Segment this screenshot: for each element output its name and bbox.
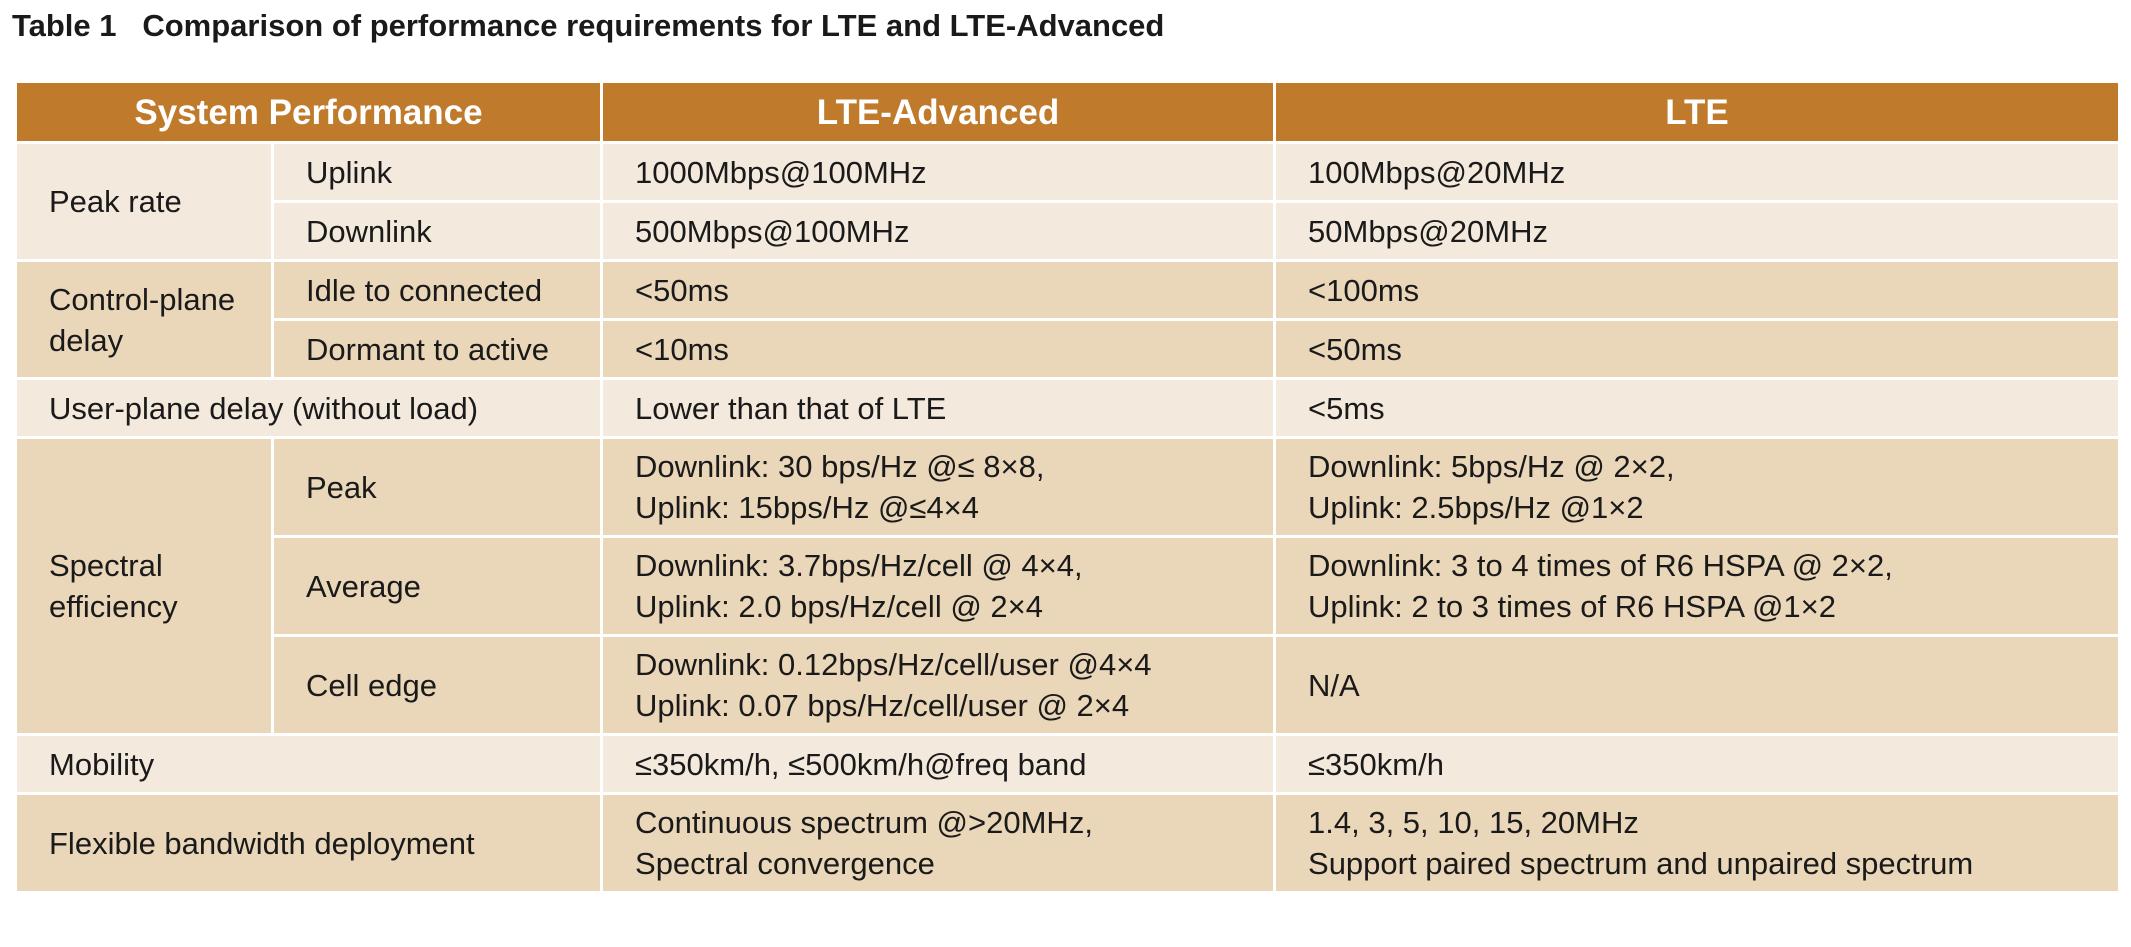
comparison-table: System Performance LTE-Advanced LTE Peak… (13, 80, 2122, 894)
cell-line: Downlink: 3.7bps/Hz/cell @ 4×4, (635, 548, 1083, 583)
cell: <50ms (600, 259, 1277, 321)
cell-line: 50Mbps@20MHz (1308, 213, 1548, 249)
table-row: Downlink 500Mbps@100MHz 50Mbps@20MHz (16, 200, 2122, 262)
table-row: User-plane delay (without load) Lower tha… (13, 377, 2122, 439)
cell: Downlink: 5bps/Hz @ 2×2, Uplink: 2.5bps/H… (1273, 436, 2122, 538)
cell-line: 100Mbps@20MHz (1308, 154, 1566, 190)
cell: Downlink: 3 to 4 times of R6 HSPA @ 2×2,… (1273, 535, 2122, 637)
table-row: Control-plane delay Idle to connected <50m… (14, 259, 2122, 380)
cell-line: 500Mbps@100MHz (635, 213, 910, 249)
group-cell: Peak rate (14, 141, 274, 262)
cell-line: Uplink: 15bps/Hz @≤4×4 (635, 490, 980, 525)
cell: N/A (1273, 634, 2122, 736)
sub-cell: Average (270, 535, 604, 637)
cell: 100Mbps@20MHz (1273, 141, 2122, 203)
sub-cell: Uplink (270, 141, 604, 203)
cell-line: Lower than that of LTE (635, 390, 947, 426)
cell-line: ≤350km/h (1308, 746, 1444, 782)
cell-line: Uplink: 2 to 3 times of R6 HSPA @1×2 (1308, 589, 1837, 624)
cell-line: <100ms (1308, 272, 1420, 308)
sub-cell: Idle to connected (270, 259, 604, 321)
table-row: Peak rate Uplink 1000Mbps@100MHz 100Mbps@20… (14, 141, 2122, 262)
table-row: Spectral efficiency Peak Downlink: 30 bps/… (14, 436, 2122, 736)
table-row: Mobility ≤350km/h, ≤500km/h@freq band ≤350… (13, 733, 2122, 795)
cell-line: Support paired spectrum and unpaired spe… (1308, 846, 1974, 881)
group-cell: Control-plane delay (14, 259, 274, 380)
group-cell: Mobility (13, 733, 604, 795)
sub-cell: Dormant to active (270, 318, 604, 380)
table-body: Peak rate Uplink 1000Mbps@100MHz 100Mbps@20… (13, 141, 2122, 894)
group-cell: Spectral efficiency (14, 436, 274, 736)
cell: 50Mbps@20MHz (1273, 200, 2122, 262)
cell-line: Downlink: 3 to 4 times of R6 HSPA @ 2×2, (1308, 548, 1893, 583)
cell-line: Uplink: 2.0 bps/Hz/cell @ 2×4 (635, 589, 1043, 624)
cell-line: Uplink: 2.5bps/Hz @1×2 (1308, 490, 1644, 525)
cell-line: Uplink: 0.07 bps/Hz/cell/user @ 2×4 (635, 688, 1130, 723)
cell: <100ms (1273, 259, 2122, 321)
sub-cell: Peak (270, 436, 604, 538)
sub-cell: Downlink (270, 200, 604, 262)
cell: Lower than that of LTE (600, 377, 1277, 439)
group-cell: User-plane delay (without load) (13, 377, 604, 439)
cell-line: <5ms (1308, 390, 1385, 426)
cell-line: ≤350km/h, ≤500km/h@freq band (635, 746, 1087, 782)
header-cell: LTE-Advanced (600, 80, 1277, 144)
sub-cell: Cell edge (270, 634, 604, 736)
table-title: Table 1 Comparison of performance requir… (12, 8, 1165, 43)
header-cell: LTE (1273, 80, 2122, 144)
cell-line: 1.4, 3, 5, 10, 15, 20MHz (1308, 805, 1639, 840)
cell-line: Continuous spectrum @>20MHz, (635, 805, 1093, 840)
cell: 1000Mbps@100MHz (600, 141, 1277, 203)
cell-line: Downlink: 0.12bps/Hz/cell/user @4×4 (635, 647, 1152, 682)
table-row: Flexible bandwidth deployment Continuous … (13, 792, 2122, 894)
group-cell: Flexible bandwidth deployment (13, 792, 604, 894)
cell: Downlink: 0.12bps/Hz/cell/user @4×4 Uplin… (600, 634, 1277, 736)
cell: <5ms (1273, 377, 2122, 439)
cell: Continuous spectrum @>20MHz, Spectral con… (600, 792, 1277, 894)
cell-line: Downlink: 5bps/Hz @ 2×2, (1308, 449, 1675, 484)
cell: <10ms (600, 318, 1277, 380)
cell: 500Mbps@100MHz (600, 200, 1277, 262)
cell: ≤350km/h, ≤500km/h@freq band (600, 733, 1277, 795)
cell-line: <50ms (1308, 331, 1402, 367)
table-row: Average Downlink: 3.7bps/Hz/cell @ 4×4, Up… (16, 535, 2122, 637)
header-cell: System Performance (13, 80, 604, 144)
table-row: Dormant to active <10ms <50ms (16, 318, 2122, 380)
table-row: Cell edge Downlink: 0.12bps/Hz/cell/user … (16, 634, 2122, 736)
cell-line: Downlink: 30 bps/Hz @≤ 8×8, (635, 449, 1045, 484)
cell: ≤350km/h (1273, 733, 2122, 795)
cell-line: <10ms (635, 331, 729, 367)
header-row: System Performance LTE-Advanced LTE (13, 80, 2122, 144)
cell: Downlink: 3.7bps/Hz/cell @ 4×4, Uplink: 2… (600, 535, 1277, 637)
cell-line: <50ms (635, 272, 729, 308)
cell: Downlink: 30 bps/Hz @≤ 8×8, Uplink: 15bps… (600, 436, 1277, 538)
cell: <50ms (1273, 318, 2122, 380)
cell-line: 1000Mbps@100MHz (635, 154, 927, 190)
cell-line: Spectral convergence (635, 846, 935, 881)
cell-line: N/A (1308, 667, 1360, 703)
cell: 1.4, 3, 5, 10, 15, 20MHz Support paired s… (1273, 792, 2122, 894)
